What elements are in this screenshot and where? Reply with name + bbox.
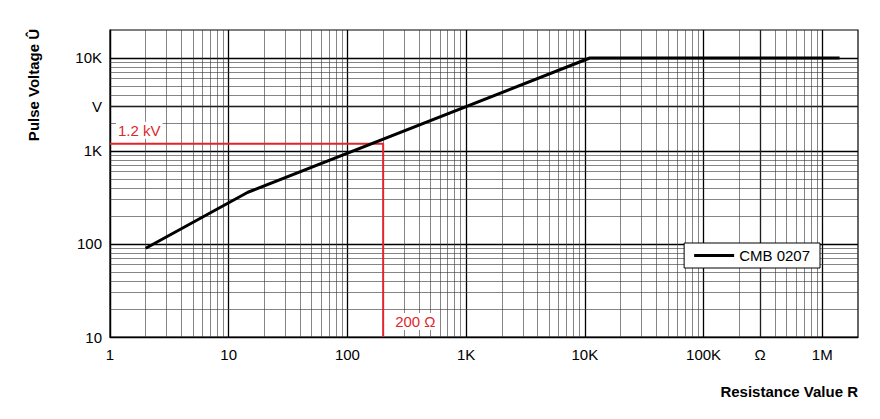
svg-text:V: V <box>92 98 102 115</box>
svg-text:100: 100 <box>335 346 360 363</box>
svg-text:10: 10 <box>85 329 102 346</box>
svg-text:10K: 10K <box>75 49 102 66</box>
svg-text:CMB 0207: CMB 0207 <box>739 247 810 264</box>
svg-text:1K: 1K <box>84 142 102 159</box>
svg-text:10K: 10K <box>571 346 598 363</box>
svg-text:1M: 1M <box>812 346 833 363</box>
svg-text:10: 10 <box>220 346 237 363</box>
svg-text:Ω: Ω <box>755 346 766 363</box>
svg-text:100K: 100K <box>686 346 721 363</box>
svg-text:100: 100 <box>77 235 102 252</box>
svg-text:1K: 1K <box>457 346 475 363</box>
svg-text:Pulse Voltage Û: Pulse Voltage Û <box>25 29 42 141</box>
svg-text:Resistance Value R: Resistance Value R <box>720 383 858 400</box>
svg-text:200 Ω: 200 Ω <box>395 313 435 330</box>
svg-text:1.2 kV: 1.2 kV <box>118 122 161 139</box>
svg-text:1: 1 <box>106 346 114 363</box>
